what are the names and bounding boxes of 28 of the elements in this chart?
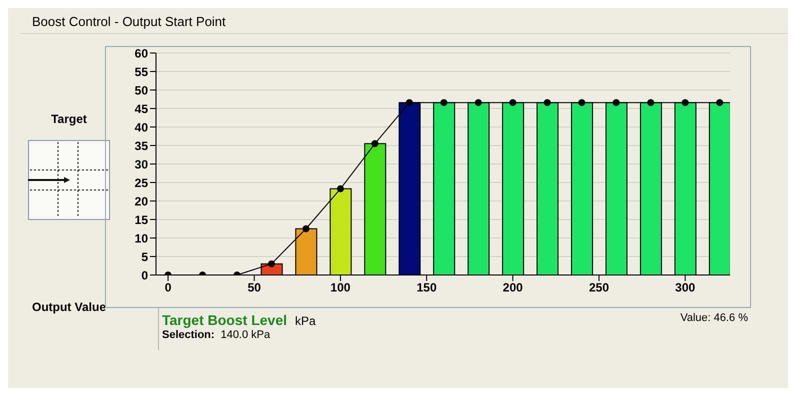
- y-tick-label: 35: [134, 138, 148, 153]
- y-tick-label: 50: [134, 83, 148, 98]
- x-tick-label: 0: [164, 280, 172, 295]
- y-tick-label: 40: [134, 120, 148, 134]
- chart-title: Boost Control - Output Start Point: [32, 14, 226, 29]
- x-tick-label: 250: [588, 280, 610, 295]
- y-tick-label: 30: [134, 157, 148, 172]
- x-tick-label: 300: [675, 280, 696, 295]
- y-tick-label: 20: [134, 194, 148, 208]
- y-tick-label: 5: [141, 250, 148, 264]
- x-tick-label: 150: [416, 280, 437, 295]
- x-axis-title: Target Boost Level: [162, 312, 287, 328]
- text: Value: 46.6 %: [680, 312, 748, 324]
- y-tick-label: 55: [134, 64, 148, 79]
- y-tick-label: 25: [134, 176, 148, 190]
- x-tick-label: 50: [248, 280, 262, 295]
- text: Selection:: [162, 329, 215, 341]
- x-tick-label: 200: [502, 280, 524, 295]
- y-tick-label: 45: [134, 102, 148, 116]
- text: 140.0 kPa: [220, 329, 270, 341]
- x-tick-label: 100: [330, 280, 351, 295]
- y-tick-label: 0: [141, 268, 148, 282]
- text: kPa: [295, 314, 316, 328]
- y-axis-title: Output Value: [30, 300, 107, 314]
- y-tick-label: 15: [134, 212, 148, 227]
- text: Target: [50, 112, 88, 126]
- y-tick-label: 10: [134, 231, 148, 246]
- y-tick-label: 60: [134, 46, 148, 60]
